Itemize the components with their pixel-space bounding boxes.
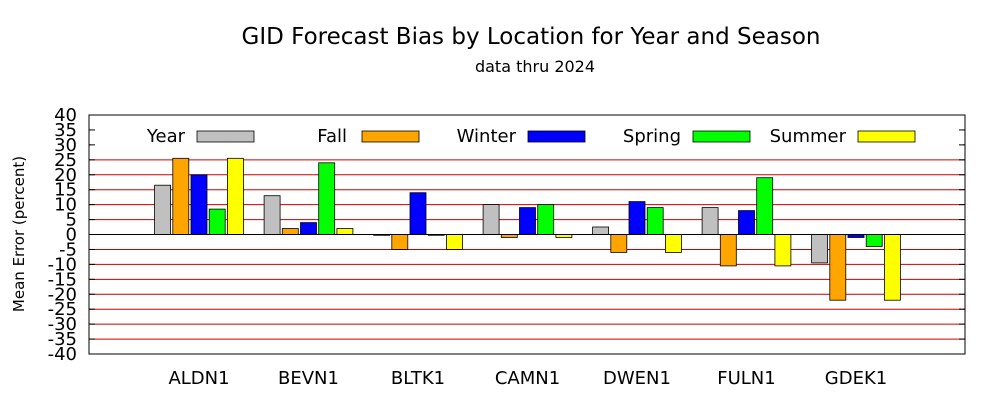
bar-bevn1-year [263,195,281,235]
bar-aldn1-spring [208,208,226,235]
bar-gdek1-spring [865,234,883,247]
bar-aldn1-winter [190,174,208,236]
chart-subtitle: data thru 2024 [475,57,595,76]
y-tick-label: 20 [54,165,77,186]
bar-dwen1-fall [610,234,628,253]
x-tick-label: BLTK1 [391,368,445,389]
legend-swatch-spring [692,130,751,143]
bar-dwen1-winter [628,201,646,235]
x-tick-label: BEVN1 [278,368,339,389]
y-tick-label: 10 [54,195,77,216]
legend-label-winter: Winter [457,126,517,147]
bar-gdek1-summer [884,234,901,301]
bar-aldn1-summer [226,157,244,235]
y-tick-label: 25 [54,150,77,171]
y-tick-label: -35 [48,329,77,350]
y-tick-label: 15 [54,180,77,201]
chart-title: GID Forecast Bias by Location for Year a… [242,24,821,50]
x-tick-label: CAMN1 [495,368,560,389]
bar-bltk1-summer [445,234,463,250]
y-tick-label: -40 [48,344,77,365]
bar-bevn1-fall [281,228,299,235]
legend-swatch-fall [361,130,420,143]
legend-swatch-winter [527,130,586,143]
y-tick-label: 40 [54,105,77,126]
bar-gdek1-year [811,234,828,264]
bar-aldn1-year [154,184,172,235]
legend-swatch-summer [857,130,916,143]
bar-bevn1-spring [318,162,336,235]
bar-dwen1-summer [665,234,682,253]
bar-camn1-year [482,204,500,235]
y-tick-label: -20 [48,284,77,305]
bar-bevn1-summer [336,228,354,235]
legend-label-summer: Summer [770,126,847,147]
x-tick-label: GDEK1 [825,368,887,389]
y-tick-label: -30 [48,314,77,335]
y-tick-label: -10 [48,254,77,275]
y-tick-label: -15 [48,269,77,290]
bar-fuln1-fall [719,234,737,267]
bar-dwen1-year [592,226,609,235]
legend: Year Fall Winter Spring Summer [91,126,963,147]
bar-camn1-spring [537,204,555,235]
y-tick-label: -5 [59,239,77,260]
x-axis-ticks: ALDN1 BEVN1 BLTK1 CAMN1 DWEN1 FULN1 GDEK1 [168,368,887,389]
y-tick-label: 35 [54,120,77,141]
legend-swatch-year [196,130,255,143]
bar-bltk1-fall [391,234,409,250]
bar-dwen1-spring [646,207,664,235]
bar-bevn1-winter [300,222,317,235]
y-tick-label: 30 [54,135,77,156]
x-tick-label: FULN1 [717,368,775,389]
legend-label-year: Year [146,126,186,147]
legend-label-spring: Spring [623,126,681,147]
y-axis-label: Mean Error (percent) [10,156,28,312]
bar-bltk1-winter [409,192,427,235]
y-tick-label: 5 [66,210,77,231]
bar-fuln1-winter [738,210,755,235]
bar-aldn1-fall [172,157,190,235]
bar-fuln1-year [701,207,719,235]
y-tick-label: -25 [48,299,77,320]
y-tick-label: 0 [66,225,77,246]
legend-label-fall: Fall [317,126,347,147]
bar-fuln1-summer [774,234,792,267]
x-tick-label: DWEN1 [603,368,671,389]
bar-fuln1-spring [756,177,774,235]
bar-gdek1-fall [829,234,847,301]
bar-camn1-winter [519,207,536,235]
x-tick-label: ALDN1 [168,368,229,389]
